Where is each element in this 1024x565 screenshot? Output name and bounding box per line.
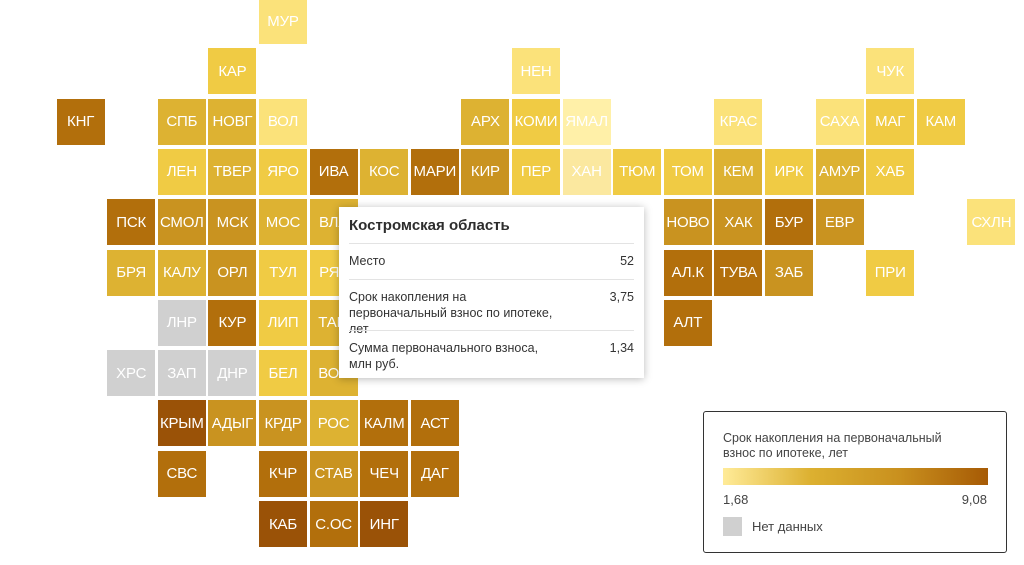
region-tile-5[interactable]: СПБ — [157, 98, 206, 145]
region-tile-26[interactable]: КЕМ — [714, 148, 763, 195]
region-tile-46[interactable]: ТУВА — [714, 249, 763, 296]
tooltip-row-years: Срок накопления на первоначальный взнос … — [349, 279, 634, 336]
region-tile-65[interactable]: СВС — [157, 450, 206, 497]
tooltip-row-rank: Место 52 — [349, 243, 634, 279]
region-tile-9[interactable]: КОМИ — [512, 98, 560, 145]
region-tile-45[interactable]: АЛ.К — [663, 249, 712, 296]
tooltip-row-label: Место — [349, 254, 386, 268]
region-tile-36[interactable]: ХАК — [714, 199, 763, 246]
region-tile-42[interactable]: ОРЛ — [208, 249, 257, 296]
region-tile-7[interactable]: ВОЛ — [259, 98, 307, 145]
region-tile-37[interactable]: БУР — [765, 199, 813, 246]
region-tile-59[interactable]: КРЫМ — [157, 400, 206, 447]
region-tile-0[interactable]: МУР — [259, 0, 307, 44]
region-tile-66[interactable]: КЧР — [259, 450, 307, 497]
region-tile-57[interactable]: БЕЛ — [259, 350, 307, 397]
region-tile-19[interactable]: КОС — [358, 146, 411, 197]
tooltip-title: Костромская область — [349, 217, 510, 234]
region-tile-43[interactable]: ТУЛ — [259, 249, 307, 296]
region-tile-49[interactable]: ЛНР — [157, 299, 206, 346]
region-tile-3[interactable]: ЧУК — [866, 48, 915, 95]
region-tile-22[interactable]: ПЕР — [512, 148, 560, 195]
region-tile-38[interactable]: ЕВР — [815, 199, 864, 246]
legend-gradient-bar — [723, 468, 988, 485]
region-tile-25[interactable]: ТОМ — [663, 148, 712, 195]
region-tile-54[interactable]: ХРС — [107, 350, 156, 397]
region-tile-64[interactable]: АСТ — [410, 400, 459, 447]
region-tile-16[interactable]: ТВЕР — [208, 148, 257, 195]
region-tile-6[interactable]: НОВГ — [208, 98, 257, 145]
region-tile-40[interactable]: БРЯ — [107, 249, 156, 296]
region-tile-61[interactable]: КРДР — [259, 400, 307, 447]
region-tile-20[interactable]: МАРИ — [410, 148, 459, 195]
region-tile-12[interactable]: САХА — [815, 98, 864, 145]
region-tile-50[interactable]: КУР — [208, 299, 257, 346]
region-tile-18[interactable]: ИВА — [309, 148, 358, 195]
region-tile-35[interactable]: НОВО — [663, 199, 712, 246]
region-tile-28[interactable]: АМУР — [815, 148, 864, 195]
region-tile-11[interactable]: КРАС — [714, 98, 763, 145]
region-tile-30[interactable]: ПСК — [107, 199, 156, 246]
legend-title: Срок накопления на первоначальный взнос … — [723, 431, 942, 460]
region-tile-62[interactable]: РОС — [309, 400, 358, 447]
region-tile-63[interactable]: КАЛМ — [360, 400, 409, 447]
region-tile-15[interactable]: ЛЕН — [157, 148, 206, 195]
region-tooltip: Костромская область Место 52 Срок накопл… — [339, 207, 644, 378]
region-tile-13[interactable]: МАГ — [866, 98, 915, 145]
region-tile-68[interactable]: ЧЕЧ — [360, 450, 409, 497]
region-tile-27[interactable]: ИРК — [765, 148, 813, 195]
region-tile-17[interactable]: ЯРО — [259, 148, 307, 195]
region-tile-31[interactable]: СМОЛ — [157, 199, 206, 246]
region-tile-24[interactable]: ТЮМ — [613, 148, 662, 195]
tooltip-row-amount: Сумма первоначального взноса, млн руб. 1… — [349, 330, 634, 378]
tooltip-row-value: 1,34 — [609, 341, 634, 355]
region-tile-8[interactable]: АРХ — [461, 98, 510, 145]
region-tile-14[interactable]: КАМ — [916, 98, 965, 145]
region-tile-70[interactable]: КАБ — [259, 501, 307, 547]
no-data-swatch — [723, 517, 742, 536]
map-legend: Срок накопления на первоначальный взнос … — [703, 411, 1007, 553]
region-tile-21[interactable]: КИР — [461, 148, 510, 195]
tooltip-row-value: 3,75 — [609, 290, 634, 304]
region-tile-48[interactable]: ПРИ — [866, 249, 915, 296]
region-tile-4[interactable]: КНГ — [56, 98, 105, 145]
tooltip-row-label: Срок накопления на первоначальный взнос … — [349, 290, 553, 336]
region-tile-53[interactable]: АЛТ — [663, 299, 712, 346]
region-tile-39[interactable]: СХЛН — [967, 199, 1016, 246]
region-tile-51[interactable]: ЛИП — [259, 299, 307, 346]
region-tile-1[interactable]: КАР — [208, 48, 257, 95]
region-tile-69[interactable]: ДАГ — [410, 450, 459, 497]
region-tile-47[interactable]: ЗАБ — [765, 249, 813, 296]
legend-max-label: 9,08 — [961, 492, 987, 507]
no-data-label: Нет данных — [752, 519, 823, 534]
region-tile-56[interactable]: ДНР — [208, 350, 257, 397]
region-tile-32[interactable]: МСК — [208, 199, 257, 246]
region-tile-67[interactable]: СТАВ — [309, 450, 358, 497]
region-tile-10[interactable]: ЯМАЛ — [562, 98, 611, 145]
region-tile-41[interactable]: КАЛУ — [157, 249, 206, 296]
tooltip-row-value: 52 — [620, 254, 634, 268]
region-tile-71[interactable]: С.ОС — [309, 501, 358, 547]
region-tile-23[interactable]: ХАН — [562, 148, 611, 195]
region-tile-33[interactable]: МОС — [259, 199, 307, 246]
region-tile-2[interactable]: НЕН — [512, 48, 560, 95]
region-tile-60[interactable]: АДЫГ — [208, 400, 257, 447]
legend-min-label: 1,68 — [723, 492, 749, 507]
region-tile-72[interactable]: ИНГ — [360, 501, 409, 547]
tooltip-row-label: Сумма первоначального взноса, млн руб. — [349, 341, 539, 371]
region-tile-55[interactable]: ЗАП — [157, 350, 206, 397]
region-tile-29[interactable]: ХАБ — [866, 148, 915, 195]
